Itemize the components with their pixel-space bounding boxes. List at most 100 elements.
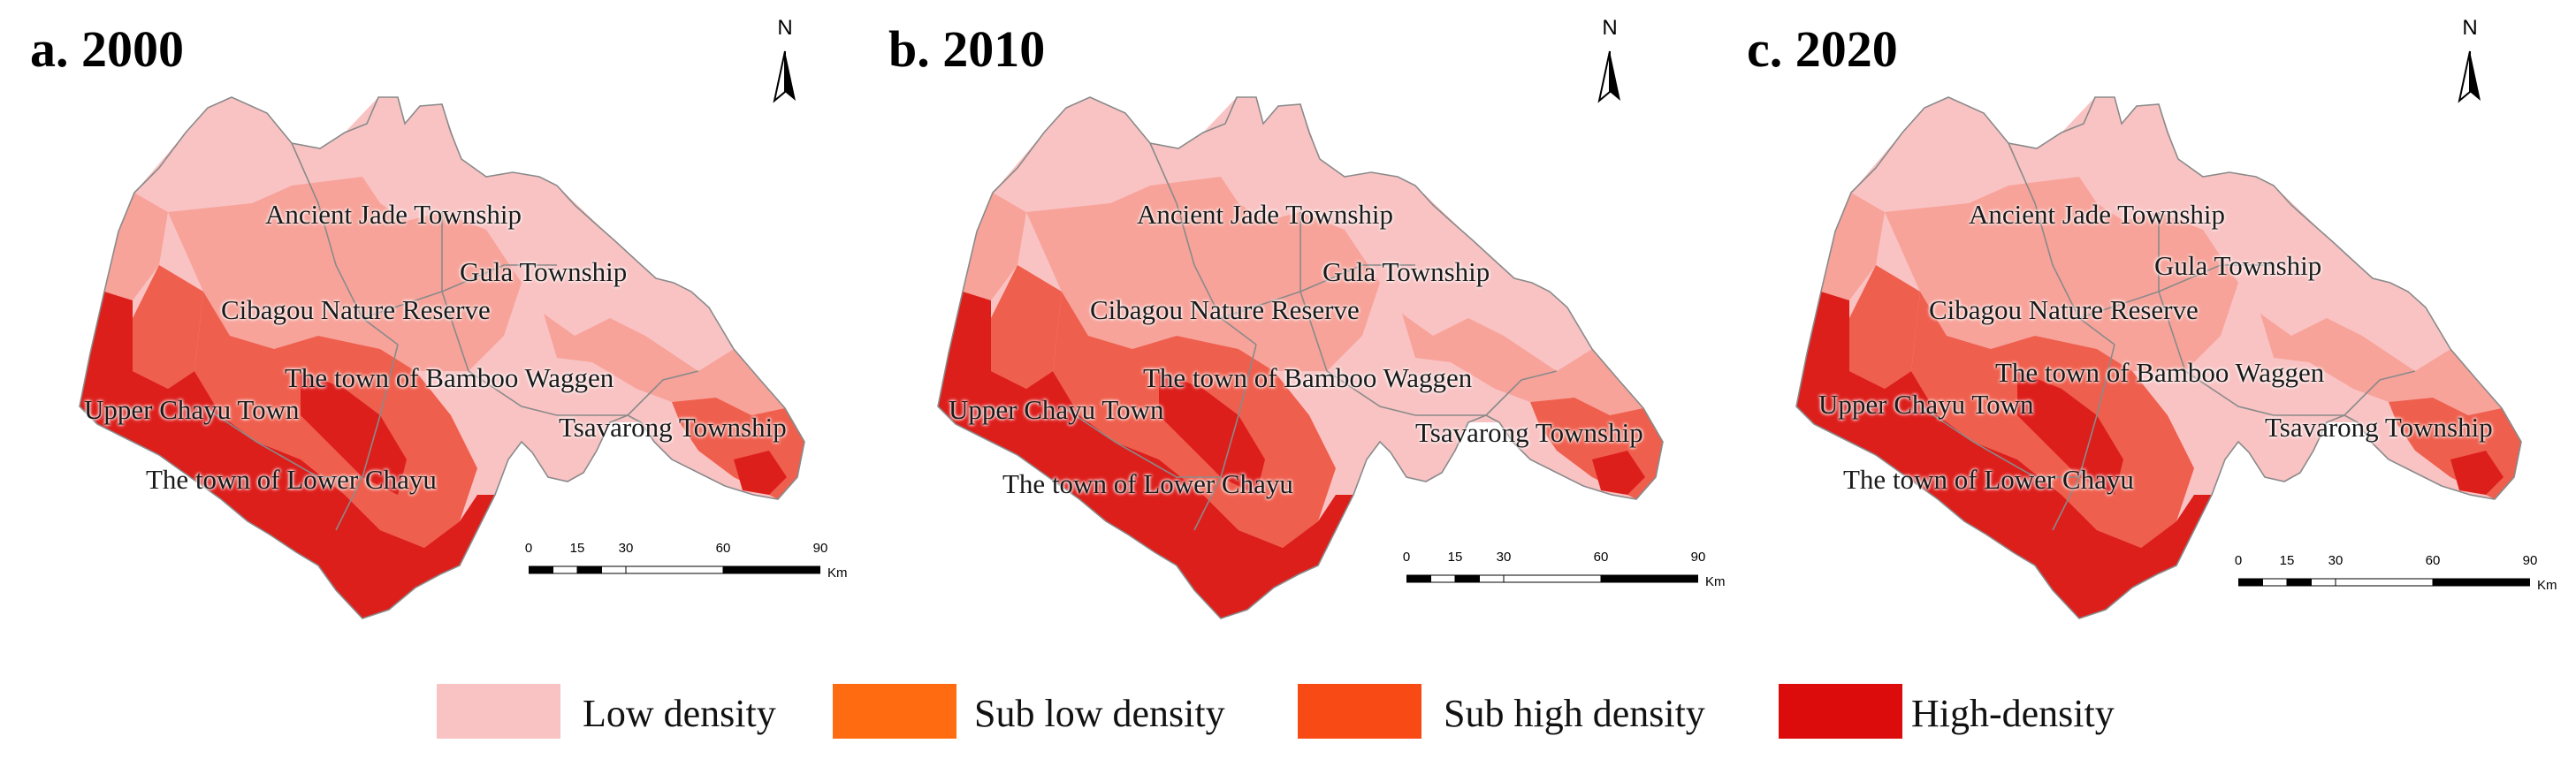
township-boundary — [1220, 264, 1415, 319]
scale-tick-label: 15 — [1447, 550, 1463, 565]
scale-segment — [601, 565, 627, 574]
zone-low — [1345, 177, 1495, 336]
zone-low — [2238, 362, 2358, 482]
zone-sub-high — [991, 265, 1062, 389]
township-boundary — [1326, 370, 1486, 416]
township-boundary — [2078, 264, 2274, 319]
place-tsavarong: Tsavarong Township — [559, 412, 787, 443]
scale-bar: 0 15 30 60 90 Km — [525, 541, 848, 594]
scale-bar-graphic — [529, 565, 820, 574]
scale-tick-label: 30 — [2328, 553, 2344, 568]
zone-high — [301, 371, 407, 495]
place-ancient-jade: Ancient Jade Township — [1969, 199, 2225, 230]
legend-swatch — [1779, 684, 1902, 739]
density-map — [937, 96, 1664, 619]
zone-sub-low — [104, 193, 168, 300]
region-boundary — [937, 96, 1664, 619]
scale-bar-graphic — [2238, 578, 2530, 587]
zone-sub-low — [1402, 314, 1643, 415]
north-label: N — [2462, 16, 2478, 40]
place-ancient-jade: Ancient Jade Township — [1137, 199, 1393, 230]
zone-high — [1159, 371, 1265, 495]
scale-unit-label: Km — [2537, 578, 2557, 593]
township-boundary — [2184, 370, 2344, 416]
region-boundary — [1795, 96, 2522, 619]
scale-segment — [2335, 578, 2434, 587]
scale-segment — [1503, 574, 1602, 583]
scale-tick-label: 30 — [1496, 550, 1512, 565]
panel-title: c. 2020 — [1747, 20, 1898, 78]
scale-tick-label: 0 — [1402, 550, 1411, 565]
scale-tick-label: 60 — [2425, 553, 2441, 568]
zone-sub-low — [544, 314, 785, 415]
scale-tick-label: 30 — [618, 541, 634, 556]
zone-low — [2062, 97, 2178, 221]
north-label: N — [1602, 16, 1618, 40]
place-upper-chayu: Upper Chayu Town — [1818, 389, 2034, 420]
north-arrow-icon — [2458, 50, 2481, 103]
scale-segment — [529, 565, 553, 574]
density-map — [79, 96, 805, 619]
township-boundary — [1061, 406, 1221, 478]
map-panel-2000: a. 2000 N Ancient Jade Township Gula Tow… — [0, 0, 858, 636]
township-boundary — [2158, 212, 2186, 372]
zone-low — [486, 177, 636, 336]
zone-low — [1851, 97, 2037, 212]
scale-tick-label: 0 — [524, 541, 533, 556]
zone-sub-high — [133, 265, 203, 389]
township-boundary — [1149, 142, 1257, 345]
scale-tick-label: 90 — [1690, 550, 1706, 565]
zone-low — [2373, 278, 2450, 371]
scale-tick-label: 15 — [2279, 553, 2295, 568]
zone-low — [993, 97, 1178, 212]
legend-swatch — [1298, 684, 1421, 739]
zone-high — [80, 292, 495, 618]
place-bamboo: The town of Bamboo Waggen — [1143, 362, 1473, 393]
township-boundary — [1919, 406, 2079, 478]
legend-label: Sub high density — [1444, 692, 1705, 735]
panel-title: a. 2000 — [30, 20, 184, 78]
scale-bar: 0 15 30 60 90 Km — [2235, 553, 2557, 606]
township-boundary — [362, 264, 557, 319]
scale-segment — [1600, 574, 1698, 583]
scale-segment — [2286, 578, 2312, 587]
township-boundary — [1485, 370, 1558, 416]
scale-segment — [1479, 574, 1505, 583]
zone-sub-low — [168, 177, 522, 371]
north-arrow: N — [1583, 16, 1636, 113]
place-cibagou: Cibagou Nature Reserve — [1090, 294, 1360, 325]
region-boundary — [79, 96, 805, 619]
township-boundary — [2344, 370, 2416, 416]
zone-sub-low — [1821, 193, 1885, 300]
map-layer — [1795, 96, 2522, 619]
township-boundary — [627, 370, 699, 416]
scale-segment — [2262, 578, 2288, 587]
legend-label: Sub low density — [974, 692, 1225, 735]
scale-unit-label: Km — [827, 565, 848, 580]
zone-high — [1796, 292, 2212, 618]
zone-low — [522, 362, 641, 482]
zone-low — [656, 278, 734, 371]
scale-tick-label: 60 — [715, 541, 731, 556]
legend: Low density Sub low density Sub high den… — [0, 679, 2576, 749]
map-panel-2020: c. 2020 N Ancient Jade Township Gula Tow… — [1717, 0, 2575, 636]
scale-unit-label: Km — [1705, 574, 1726, 589]
place-ancient-jade: Ancient Jade Township — [265, 199, 522, 230]
township-boundary — [441, 212, 469, 372]
panel-title: b. 2010 — [888, 20, 1046, 78]
scale-segment — [722, 565, 820, 574]
township-boundary — [2052, 344, 2115, 531]
zone-low — [1380, 362, 1499, 482]
township-boundary — [1299, 212, 1328, 372]
scale-tick-label: 15 — [569, 541, 585, 556]
scale-bar: 0 15 30 60 90 Km — [1402, 550, 1726, 603]
legend-swatch — [437, 684, 560, 739]
scale-segment — [553, 565, 578, 574]
zone-high — [2017, 371, 2123, 495]
place-bamboo: The town of Bamboo Waggen — [285, 362, 614, 393]
legend-swatch — [833, 684, 956, 739]
zone-high — [938, 292, 1353, 618]
scale-segment — [1454, 574, 1480, 583]
place-upper-chayu: Upper Chayu Town — [84, 394, 300, 425]
zone-sub-low — [963, 193, 1026, 300]
